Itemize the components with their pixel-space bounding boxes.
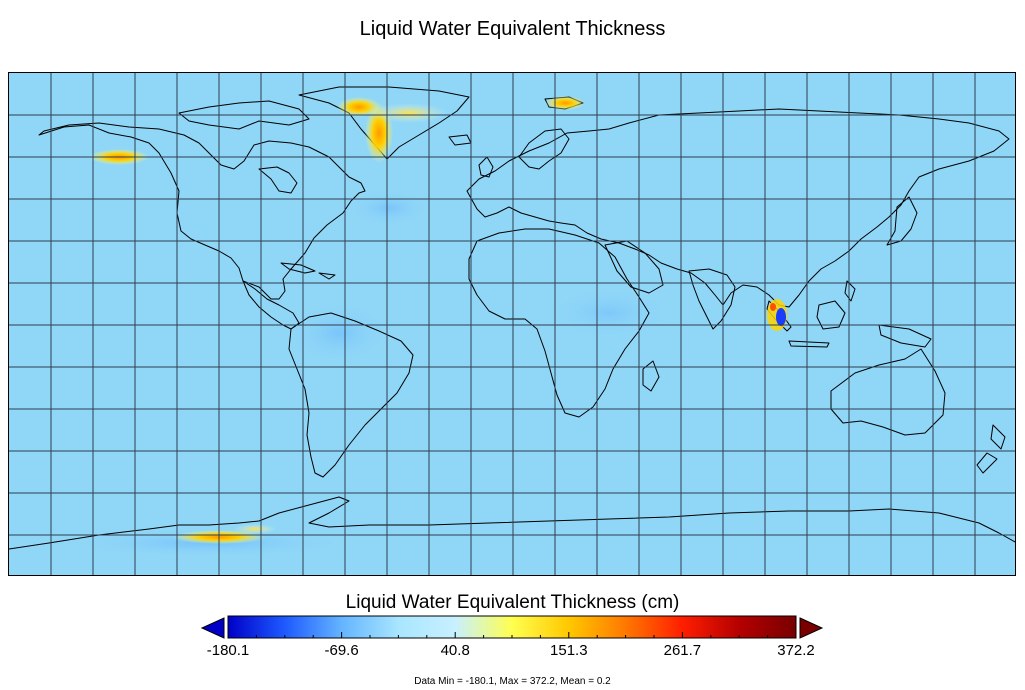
map-canvas [9,73,1015,575]
colorbar-tick-label: 372.2 [777,642,815,659]
colorbar-gradient [227,615,797,639]
colorbar-tick-label: -180.1 [206,642,250,659]
colorbar-over-arrow [799,617,824,639]
coast-north-america [38,122,366,300]
colorbar-tick-label: 151.3 [550,642,588,659]
colorbar-tick-label: -69.6 [324,642,359,659]
coast-south-america [288,312,414,478]
coast-arabia [604,240,664,294]
coast-africa [468,228,650,418]
coast-borneo [816,300,846,330]
coast-japan [886,196,918,246]
coast-arctic-islands [178,100,310,130]
colorbar-ticks [227,632,797,638]
map-title: Liquid Water Equivalent Thickness [359,18,666,40]
colorbar-under-arrow [200,617,225,639]
colorbar-tick-labels: -180.1 -69.6 40.8 151.3 261.7 372.2 [0,642,1025,662]
coastlines [9,86,1015,550]
data-stats: Data Min = -180.1, Max = 372.2, Mean = 0… [414,676,611,687]
coast-new-guinea [878,324,932,348]
graticule [9,73,1015,575]
sumatra-anomaly [767,299,787,331]
coast-philippines [844,280,856,302]
coast-antarctica [9,496,1015,550]
coast-caribbean [280,262,336,280]
coast-greenland [298,86,470,160]
coast-madagascar [642,360,660,392]
colorbar [200,615,824,639]
colorbar-title: Liquid Water Equivalent Thickness (cm) [345,592,680,613]
coast-new-zealand [976,424,1006,474]
coast-india [688,268,736,330]
world-map [8,72,1016,576]
coast-hudson-bay [258,166,298,194]
colorbar-tick-label: 40.8 [440,642,470,659]
coast-scandinavia [518,128,570,170]
colorbar-tick-label: 261.7 [663,642,702,659]
coast-british-isles [478,156,494,178]
coast-java [788,340,830,348]
